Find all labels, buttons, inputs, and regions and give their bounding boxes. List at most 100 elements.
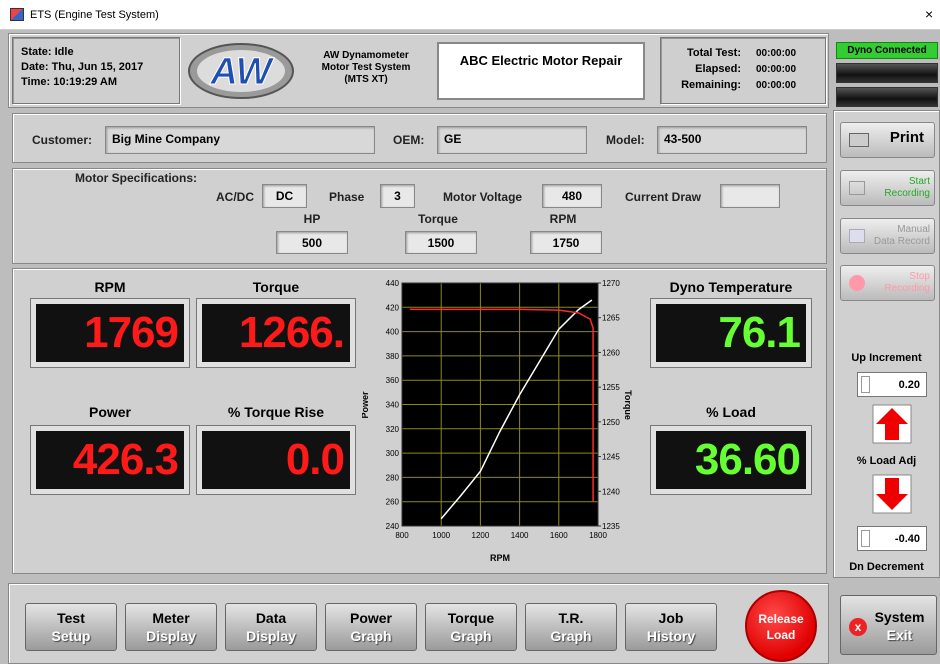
y2-tick-label: 1245 xyxy=(602,453,620,462)
close-button[interactable]: × xyxy=(925,6,934,22)
timer-value: 00:00:00 xyxy=(756,64,797,75)
label: Recording xyxy=(884,283,930,294)
x-tick-label: 800 xyxy=(395,531,409,540)
oem-label: OEM: xyxy=(393,133,425,147)
torque-label: Torque xyxy=(418,212,458,226)
release-load-button[interactable]: Release Load xyxy=(745,590,817,662)
up-increment-input[interactable]: 0.20 xyxy=(857,372,927,397)
system-name: AW Dynamometer Motor Test System (MTS XT… xyxy=(300,50,432,86)
meter-value: 36.60 xyxy=(656,431,806,489)
acdc-label: AC/DC xyxy=(216,190,254,204)
meter-label: Dyno Temperature xyxy=(669,279,793,295)
label: Display xyxy=(246,628,296,644)
nav-button[interactable]: Power Graph xyxy=(325,603,417,651)
dn-decrement-input[interactable]: -0.40 xyxy=(857,526,927,551)
y2-tick-label: 1240 xyxy=(602,487,620,496)
nav-button[interactable]: Test Setup xyxy=(25,603,117,651)
meter-label: Power xyxy=(88,404,131,420)
title-bar: ETS (Engine Test System) × xyxy=(0,0,940,30)
nav-button[interactable]: Meter Display xyxy=(125,603,217,651)
meter-value: 1266. xyxy=(202,304,350,362)
line: Motor Test System xyxy=(321,62,411,73)
label: Meter xyxy=(152,610,190,626)
rpm-label: RPM xyxy=(549,212,577,226)
y2-tick-label: 1250 xyxy=(602,418,620,427)
current-label: Current Draw xyxy=(625,190,702,204)
model-field[interactable]: 43-500 xyxy=(657,126,807,154)
label: T.R. xyxy=(558,610,584,626)
app-icon xyxy=(10,8,24,21)
timer-label: Total Test: xyxy=(687,47,741,59)
label: State: xyxy=(21,46,52,58)
voltage-label: Motor Voltage xyxy=(443,190,523,204)
label: Data Record xyxy=(873,236,930,247)
x-tick-label: 1000 xyxy=(432,531,450,540)
x-tick-label: 1400 xyxy=(511,531,529,540)
manual-record-button[interactable]: Manual Data Record xyxy=(840,218,935,254)
nav-button[interactable]: Torque Graph xyxy=(425,603,517,651)
value: 0.20 xyxy=(898,379,920,391)
y-tick-label: 400 xyxy=(386,328,400,337)
y-axis-label: Power xyxy=(362,391,370,419)
meter-value: 76.1 xyxy=(656,304,806,362)
rpm-field[interactable]: 1750 xyxy=(530,231,602,254)
current-field[interactable] xyxy=(720,184,780,208)
label: System xyxy=(874,609,925,625)
y2-tick-label: 1235 xyxy=(602,522,620,531)
stop-recording-button[interactable]: Stop Recording xyxy=(840,265,935,301)
oem-field[interactable]: GE xyxy=(437,126,587,154)
meter-value: 426.3 xyxy=(36,431,184,489)
timers-box: Total Test: Elapsed: Remaining: 00:00:00… xyxy=(660,37,826,104)
meter: 426.3 xyxy=(30,425,190,495)
label: Exit xyxy=(886,627,913,643)
specs-title: Motor Specifications: xyxy=(75,171,198,185)
voltage-field[interactable]: 480 xyxy=(542,184,602,208)
time: 10:19:29 AM xyxy=(53,76,117,88)
acdc-field[interactable]: DC xyxy=(262,184,307,208)
nav-button[interactable]: Data Display xyxy=(225,603,317,651)
print-button[interactable]: Print xyxy=(840,122,935,158)
torque-field[interactable]: 1500 xyxy=(405,231,477,254)
y-tick-label: 440 xyxy=(386,279,400,288)
spinner[interactable] xyxy=(861,530,870,547)
label: Data xyxy=(255,610,287,626)
y2-axis-label: Torque xyxy=(623,390,632,420)
customer-field[interactable]: Big Mine Company xyxy=(105,126,375,154)
series-line xyxy=(440,299,593,520)
x-tick-label: 1200 xyxy=(472,531,490,540)
meter: 36.60 xyxy=(650,425,812,495)
record-icon xyxy=(849,229,865,243)
value: -0.40 xyxy=(894,533,920,545)
meter: 1769 xyxy=(30,298,190,368)
system-exit-button[interactable]: x System Exit xyxy=(840,595,937,655)
y-tick-label: 420 xyxy=(386,303,400,312)
nav-button[interactable]: Job History xyxy=(625,603,717,651)
status-box: State: Idle Date: Thu, Jun 15, 2017 Time… xyxy=(12,37,180,104)
down-arrow-button[interactable] xyxy=(872,474,912,514)
label: Date: xyxy=(21,61,49,73)
nav-button[interactable]: T.R. Graph xyxy=(525,603,617,651)
chart: Power Torque RPM 800 1000 1200 1400 1600 1800… xyxy=(362,279,632,563)
logo: AW xyxy=(188,43,294,99)
stop-icon xyxy=(849,275,865,291)
spinner[interactable] xyxy=(861,376,870,393)
meter-value: 0.0 xyxy=(202,431,350,489)
up-increment-label: Up Increment xyxy=(851,352,922,364)
meter-label: % Load xyxy=(706,404,756,420)
label: Load xyxy=(766,628,796,642)
label: Release xyxy=(758,612,804,626)
timer-value: 00:00:00 xyxy=(756,48,797,59)
start-recording-button[interactable]: Start Recording xyxy=(840,170,935,206)
meter: 76.1 xyxy=(650,298,812,368)
phase-field[interactable]: 3 xyxy=(380,184,415,208)
state: Idle xyxy=(54,46,74,58)
up-arrow-button[interactable] xyxy=(872,404,912,444)
dn-decrement-label: Dn Decrement xyxy=(849,561,924,573)
timer-labels: Total Test: Elapsed: Remaining: xyxy=(661,45,741,93)
y-tick-label: 380 xyxy=(386,352,400,361)
model-label: Model: xyxy=(606,133,645,147)
hp-field[interactable]: 500 xyxy=(276,231,348,254)
timer-value: 00:00:00 xyxy=(756,80,797,91)
label: Graph xyxy=(450,628,492,644)
